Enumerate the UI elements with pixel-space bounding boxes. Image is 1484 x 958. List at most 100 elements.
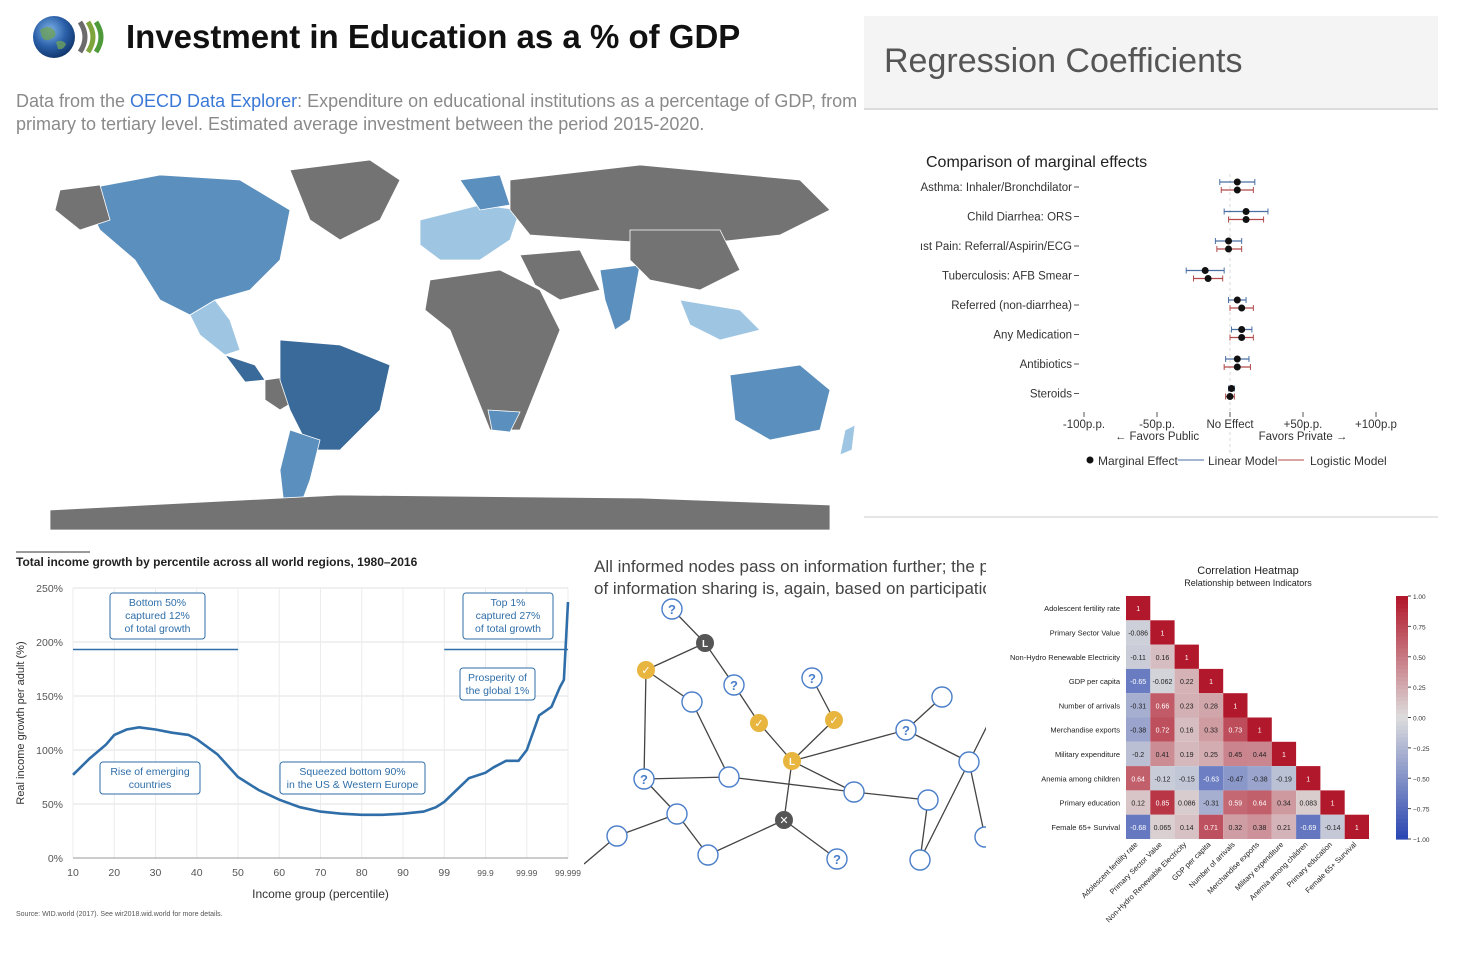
network-edge [853, 791, 929, 801]
heatmap-cell [1223, 766, 1248, 791]
marginal-effect-point [1201, 267, 1209, 274]
heatmap-cell [1126, 693, 1151, 718]
colorbar-segment [1396, 628, 1408, 634]
cell-value: 0.66 [1156, 703, 1170, 710]
colorbar-segment [1396, 648, 1408, 654]
cell-value: 0.64 [1131, 776, 1145, 783]
category-label: Referred (non-diarrhea) [951, 300, 1072, 312]
row-label: Non-Hydro Renewable Electricity [1010, 653, 1120, 662]
colorbar-segment [1396, 733, 1408, 739]
marginal-effect-point [1233, 296, 1241, 304]
marginal-effects-chart: Comparison of marginal effects Asthma: In… [920, 154, 1397, 468]
x-tick-label: +100p.p [1355, 419, 1397, 431]
check-icon: ✓ [641, 665, 650, 677]
heatmap-cell [1198, 668, 1224, 694]
colorbar-segment [1396, 786, 1408, 791]
colorbar-segment [1396, 725, 1408, 731]
cell-value: 0.64 [1253, 801, 1267, 808]
colorbar-segment [1396, 668, 1408, 674]
region-scandinavia [459, 174, 511, 211]
cell-value: 1 [1160, 630, 1164, 637]
heatmap-cell [1247, 814, 1272, 839]
x-tick-label: 20 [108, 867, 120, 879]
leader-icon: L [789, 757, 795, 768]
network-caption-line1: All informed nodes pass on information f… [594, 557, 988, 576]
colorbar-segment [1396, 717, 1408, 723]
favors-private-label: Favors Private → [1259, 431, 1348, 443]
annotation-text: of total growth [125, 623, 191, 635]
x-tick-label: 70 [315, 867, 327, 879]
marginal-effect-point [1226, 393, 1234, 400]
region-india [599, 264, 641, 331]
colorbar-segment [1396, 640, 1408, 646]
legend-linear-model: Linear Model [1208, 454, 1277, 468]
marginal-effect-point [1225, 237, 1233, 245]
education-map-panel: Investment in Education as a % of GDP Da… [0, 0, 860, 540]
colorbar-segment [1396, 616, 1408, 621]
x-tick-label: 30 [150, 867, 162, 879]
colorbar-segment [1396, 709, 1408, 715]
colorbar-segment [1396, 745, 1408, 751]
cell-value: 1 [1209, 679, 1213, 686]
colorbar-segment [1396, 778, 1408, 783]
network-node [843, 781, 865, 803]
colorbar-segment [1396, 600, 1408, 605]
category-label: Tuberculosis: AFB Smear [942, 271, 1072, 283]
colorbar-segment [1396, 810, 1408, 816]
cell-value: 0.85 [1156, 801, 1170, 808]
region-antarctica [49, 494, 831, 531]
colorbar-segment [1396, 713, 1408, 719]
cross-icon: ✕ [779, 815, 788, 827]
uninformed-node [826, 848, 848, 870]
heatmap-cell [1198, 741, 1224, 767]
colorbar-segment [1396, 826, 1408, 832]
annotation-box [99, 761, 201, 795]
region-central-america [223, 354, 266, 383]
cell-value: 0.38 [1253, 825, 1267, 832]
colorbar-segment [1396, 762, 1408, 767]
informed-node [750, 714, 768, 732]
heatmap-cell [1223, 693, 1248, 718]
colorbar-segment [1396, 802, 1408, 808]
heatmap-cell [1296, 790, 1321, 815]
heatmap-cell [1174, 766, 1199, 791]
cell-value: 0.59 [1229, 801, 1243, 808]
colorbar-segment [1396, 596, 1408, 601]
heatmap-cell [1271, 741, 1297, 767]
cell-value: 1 [1258, 728, 1262, 735]
heatmap-cell [1247, 717, 1272, 742]
network-edge [791, 719, 835, 762]
correlation-heatmap-panel: Correlation Heatmap Relationship between … [986, 552, 1480, 944]
cell-value: -0.12 [1154, 776, 1170, 783]
oecd-data-explorer-link[interactable]: OECD Data Explorer [130, 91, 298, 111]
annotation-text: the global 1% [466, 685, 530, 697]
row-label: Primary education [1060, 799, 1120, 808]
cell-value: -0.086 [1128, 630, 1148, 637]
region-china [629, 229, 741, 291]
x-axis-label: Income group (percentile) [252, 887, 389, 901]
heatmap-cell [1126, 814, 1151, 839]
region-africa [424, 269, 561, 431]
colorbar-segment [1396, 737, 1408, 743]
x-tick-label: 10 [67, 867, 79, 879]
colorbar-segment [1396, 632, 1408, 638]
region-north-america [79, 174, 291, 316]
cell-value: 0.065 [1154, 825, 1172, 832]
heatmap-cell [1126, 644, 1151, 669]
annotation-text: Top 1% [490, 597, 525, 609]
heatmap-cell [1198, 814, 1224, 839]
row-label: Merchandise exports [1050, 726, 1120, 735]
network-edge [728, 776, 855, 793]
network-edge [905, 729, 970, 763]
region-southeast-asia [679, 299, 761, 341]
heatmap-cell [1174, 717, 1199, 742]
income-growth-panel: Total income growth by percentile across… [10, 540, 590, 940]
x-tick-label: -50p.p. [1139, 419, 1175, 431]
region-europe [419, 204, 521, 261]
heatmap-cell [1223, 790, 1248, 815]
heatmap-cell [1247, 790, 1272, 815]
colorbar-segment [1396, 652, 1408, 658]
network-node [909, 849, 931, 871]
check-icon: ✓ [829, 715, 838, 727]
